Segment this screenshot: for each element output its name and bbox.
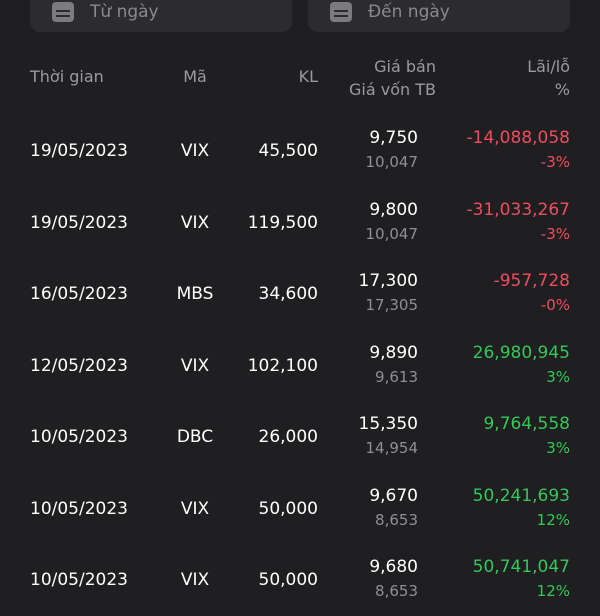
header-qty: KL [298,67,318,86]
table-row[interactable]: 10/05/2023 VIX 50,000 9,680 8,653 50,741… [0,544,600,616]
row-date: 10/05/2023 [30,498,128,519]
row-date: 10/05/2023 [30,427,128,447]
row-qty: 119,500 [247,212,318,233]
row-qty: 50,000 [258,570,318,590]
row-code: VIX [180,141,210,161]
row-sell-price: 9,670 [369,485,418,506]
table-row[interactable]: 19/05/2023 VIX 119,500 9,800 10,047 -31,… [0,187,600,259]
row-sell-price: 9,750 [369,128,418,148]
calendar-icon [330,2,352,22]
row-code: VIX [180,570,210,590]
row-pct: -3% [540,224,570,243]
row-pct: 12% [536,582,570,600]
row-sell-price: 15,350 [358,414,418,434]
row-avg-cost: 10,047 [365,224,419,243]
row-pnl: 9,764,558 [483,414,570,434]
row-pct: -3% [540,153,570,171]
row-pnl: -14,088,058 [466,128,570,148]
row-pnl: 50,241,693 [472,485,570,506]
header-sell-price: Giá bán [374,57,436,76]
row-avg-cost: 10,047 [365,153,419,171]
row-avg-cost: 8,653 [375,510,418,529]
table-row[interactable]: 10/05/2023 DBC 26,000 15,350 14,954 9,76… [0,401,600,473]
row-code: VIX [180,212,210,233]
table-header: Thời gian Mã KL Giá bán Giá vốn TB Lãi/l… [0,55,600,105]
table-row[interactable]: 12/05/2023 VIX 102,100 9,890 9,613 26,98… [0,330,600,402]
trade-list: 19/05/2023 VIX 45,500 9,750 10,047 -14,0… [0,115,600,616]
to-date-field[interactable]: Đến ngày [308,0,570,32]
row-date: 19/05/2023 [30,141,128,161]
to-date-placeholder: Đến ngày [368,2,450,22]
row-date: 16/05/2023 [30,284,128,304]
row-avg-cost: 8,653 [375,582,418,600]
from-date-field[interactable]: Từ ngày [30,0,292,32]
table-row[interactable]: 10/05/2023 VIX 50,000 9,670 8,653 50,241… [0,473,600,545]
row-code: VIX [180,498,210,519]
header-pnl: Lãi/lỗ [527,57,570,76]
row-pct: 12% [536,510,570,529]
row-avg-cost: 17,305 [365,296,419,314]
row-code: MBS [176,284,214,304]
row-sell-price: 9,800 [369,199,418,220]
row-pct: 3% [546,367,570,386]
row-sell-price: 9,680 [369,557,418,577]
row-pnl: 50,741,047 [472,557,570,577]
row-pnl: -31,033,267 [466,199,570,220]
row-date: 19/05/2023 [30,212,128,233]
row-sell-price: 17,300 [358,271,418,291]
row-qty: 34,600 [258,284,318,304]
row-qty: 102,100 [247,355,318,376]
row-code: DBC [176,427,214,447]
table-row[interactable]: 16/05/2023 MBS 34,600 17,300 17,305 -957… [0,258,600,330]
header-time: Thời gian [30,67,104,86]
row-pct: 3% [546,439,570,457]
row-pnl: -957,728 [493,271,570,291]
row-qty: 50,000 [258,498,318,519]
row-qty: 26,000 [258,427,318,447]
row-pct: -0% [540,296,570,314]
row-avg-cost: 14,954 [365,439,419,457]
header-pct: % [554,80,570,99]
row-date: 12/05/2023 [30,355,128,376]
header-code: Mã [183,67,207,86]
row-code: VIX [180,355,210,376]
calendar-icon [52,2,74,22]
header-avg-cost: Giá vốn TB [349,80,436,99]
table-row[interactable]: 19/05/2023 VIX 45,500 9,750 10,047 -14,0… [0,115,600,187]
row-pnl: 26,980,945 [472,342,570,363]
row-date: 10/05/2023 [30,570,128,590]
row-avg-cost: 9,613 [375,367,418,386]
row-qty: 45,500 [258,141,318,161]
from-date-placeholder: Từ ngày [90,2,159,22]
row-sell-price: 9,890 [369,342,418,363]
